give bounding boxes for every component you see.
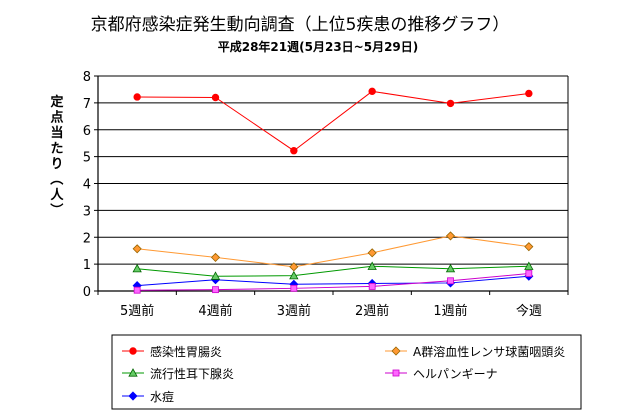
legend-label: 水痘 [150,389,174,404]
data-point [367,261,377,270]
x-tick-label: 4週前 [198,303,232,319]
chart-subtitle: 平成28年21週(5月23日~5月29日) [218,39,419,54]
data-point [289,270,299,280]
data-point [210,252,221,262]
y-axis-label-char: （ [48,172,64,185]
data-point [367,248,377,258]
y-tick-label: 3 [83,204,91,219]
data-point [132,244,142,254]
legend-box [111,334,582,410]
data-point [210,271,221,280]
data-point [525,89,533,98]
legend-marker [128,368,138,377]
y-axis-label-char: 点 [50,110,63,126]
y-tick-label: 0 [83,285,91,300]
data-point [368,283,376,290]
x-tick-label: 5週前 [120,303,154,319]
y-tick-label: 5 [83,151,91,166]
chart-title: 京都府感染症発生動向調査（上位5疾患の推移グラフ） [91,15,510,35]
series-line [137,265,529,277]
data-point [368,87,376,96]
data-point [211,93,220,102]
y-tick-label: 6 [83,124,91,139]
y-tick-label: 4 [83,178,91,193]
y-axis-label-char: り [50,157,63,172]
legend-marker [129,347,137,355]
x-tick-label: 3週前 [277,303,311,319]
y-tick-labels: 0 1 2 3 4 5 6 7 8 [83,70,91,300]
data-point [447,277,454,285]
data-point [525,270,533,277]
data-point [133,286,141,294]
data-point [289,262,299,272]
legend-label: A群溶血性レンサ球菌咽頭炎 [413,344,565,359]
y-tick-label: 8 [83,70,91,85]
data-point [132,263,142,273]
series-1 [132,231,534,272]
series-line [137,235,529,268]
series-line [137,90,529,152]
legend-label: 流行性耳下腺炎 [150,367,234,381]
x-tick-labels: 5週前 4週前 3週前 2週前 1週前 今週 [120,303,542,319]
data-point [524,242,534,252]
data-point [290,147,298,155]
series-group [132,87,534,294]
legend-marker [391,346,401,356]
series-line [137,275,529,287]
y-axis-label-char: 当 [50,125,63,141]
gridlines [94,75,569,295]
y-axis-label-char: 人 [50,187,64,203]
legend-marker [392,369,400,377]
y-axis-label-char: た [50,142,63,157]
data-point [524,261,534,270]
data-point [290,284,298,292]
data-point [446,99,455,108]
data-point [133,93,141,101]
x-tick-label: 1週前 [433,303,467,319]
series-line [137,273,529,291]
y-tick-label: 7 [83,97,91,112]
legend-label: 感染性胃腸炎 [150,344,222,359]
data-point [445,263,456,273]
y-axis-label-char: ） [48,203,64,216]
legend-label: ヘルパンギーナ [413,367,498,381]
x-tick-label: 今週 [516,303,542,319]
series-3 [133,270,533,294]
x-tick-label: 2週前 [355,303,389,319]
data-point [212,286,219,294]
series-0 [133,87,533,155]
data-point [445,231,456,241]
series-2 [132,261,534,280]
y-tick-label: 2 [83,231,91,246]
legend-marker [128,391,138,401]
y-axis-label-char: 定 [49,94,63,110]
y-tick-label: 1 [83,258,91,273]
